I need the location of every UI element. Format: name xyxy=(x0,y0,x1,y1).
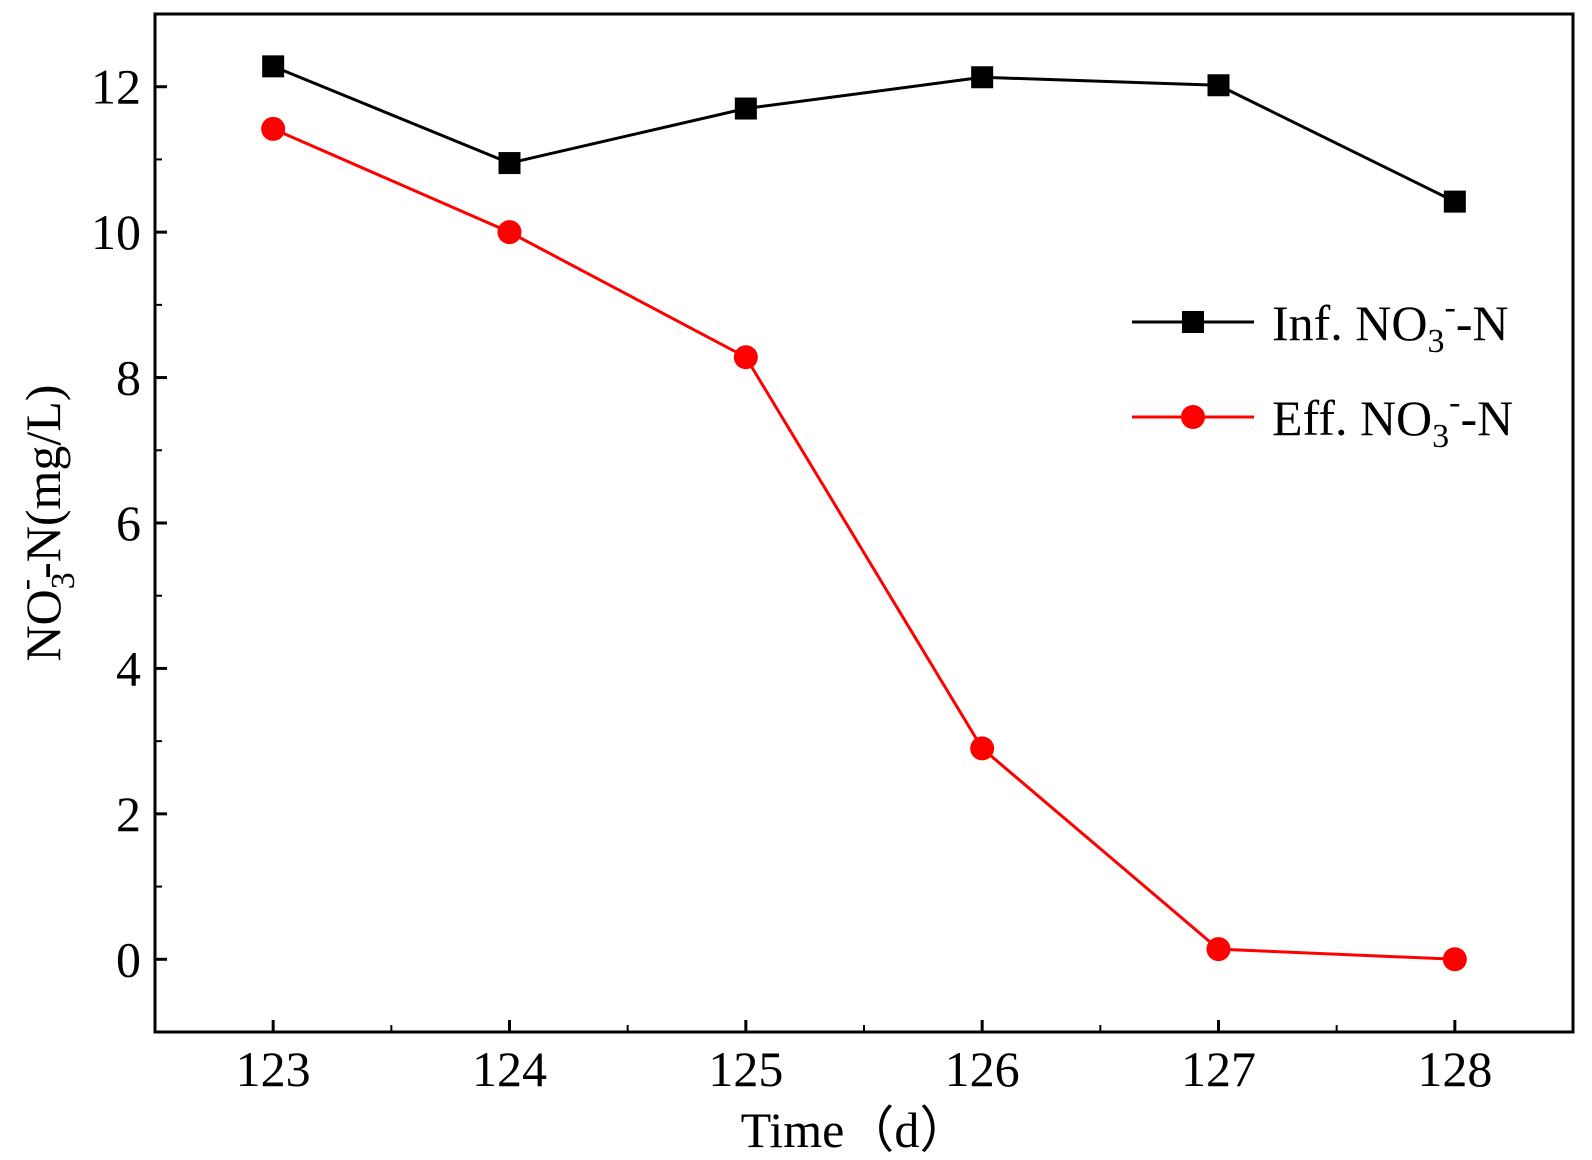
data-point-inf-124 xyxy=(498,152,521,175)
data-point-eff-127 xyxy=(1206,937,1231,962)
x-tick-label-126: 126 xyxy=(945,1041,1020,1097)
series-line-inf xyxy=(272,64,1456,203)
data-point-eff-124 xyxy=(497,220,522,245)
y-axis-ticks: 0 2 4 6 8 10 12 xyxy=(91,59,167,987)
data-point-eff-125 xyxy=(733,345,758,370)
y-axis-title: NO3--N(mg/L) xyxy=(7,385,82,662)
y-tick-label-4: 4 xyxy=(116,640,141,696)
series-inf xyxy=(262,55,1466,213)
series-eff xyxy=(261,116,1467,972)
legend-label-eff: Eff. NO3--N xyxy=(1272,384,1513,455)
x-axis-title: Time（d） xyxy=(741,1102,970,1158)
y-tick-label-8: 8 xyxy=(116,350,141,406)
x-tick-label-128: 128 xyxy=(1417,1041,1492,1097)
data-point-inf-128 xyxy=(1443,190,1466,213)
data-point-inf-125 xyxy=(734,97,757,120)
y-tick-label-10: 10 xyxy=(91,204,141,260)
x-tick-label-123: 123 xyxy=(236,1041,311,1097)
x-tick-label-127: 127 xyxy=(1181,1041,1256,1097)
y-tick-label-6: 6 xyxy=(116,495,141,551)
legend-entry-eff: Eff. NO3--N xyxy=(1132,384,1513,455)
x-tick-label-124: 124 xyxy=(472,1041,547,1097)
series-layer xyxy=(261,55,1467,972)
legend-label-inf: Inf. NO3--N xyxy=(1272,289,1509,360)
x-tick-label-125: 125 xyxy=(708,1041,783,1097)
y-tick-label-2: 2 xyxy=(116,786,141,842)
plot-frame xyxy=(153,12,1575,1034)
y-tick-label-0: 0 xyxy=(116,931,141,987)
x-axis-ticks: 123 124 125 126 127 128 xyxy=(236,1020,1492,1097)
legend-entry-inf: Inf. NO3--N xyxy=(1132,289,1509,360)
legend: Inf. NO3--N Eff. NO3--N xyxy=(1132,289,1513,455)
data-point-eff-126 xyxy=(970,736,995,761)
y-tick-label-12: 12 xyxy=(91,59,141,115)
data-point-inf-126 xyxy=(971,66,994,89)
data-point-inf-123 xyxy=(262,55,285,78)
legend-marker-inf xyxy=(1182,311,1204,333)
legend-marker-eff xyxy=(1181,405,1205,429)
data-point-eff-123 xyxy=(261,116,286,141)
data-point-inf-127 xyxy=(1207,74,1230,97)
series-line-eff xyxy=(272,127,1455,961)
data-point-eff-128 xyxy=(1442,947,1467,972)
